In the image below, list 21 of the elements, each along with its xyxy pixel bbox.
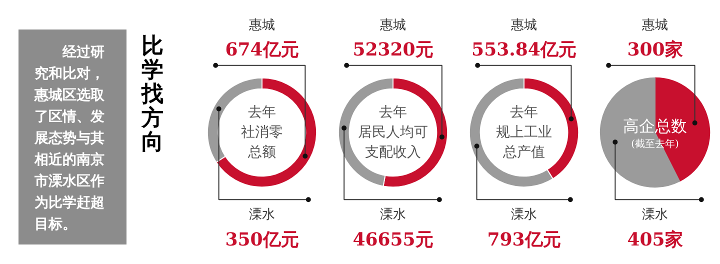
data-label: 46655元 bbox=[352, 229, 434, 250]
data-label: 300家 bbox=[627, 40, 683, 60]
slice-label: 溧水 bbox=[380, 208, 406, 222]
data-label: 553.84亿元 bbox=[472, 40, 576, 60]
text: 比学找方向 bbox=[140, 34, 164, 155]
data-label: 793亿元 bbox=[487, 229, 561, 250]
data-label: 350亿元 bbox=[225, 229, 299, 250]
slice-label: 惠城 bbox=[248, 18, 275, 33]
slice-label: 溧水 bbox=[249, 208, 275, 222]
text: 去年规上工业总产值 bbox=[496, 104, 552, 160]
slice-label: 惠城 bbox=[641, 18, 668, 33]
slice-label: 溧水 bbox=[642, 208, 668, 222]
slice-label: 溧水 bbox=[511, 208, 537, 222]
text: 去年社消零总额 bbox=[241, 104, 283, 160]
data-label: 405家 bbox=[627, 229, 683, 250]
slice-label: 惠城 bbox=[379, 18, 406, 33]
text: 去年居民人均可支配收入 bbox=[358, 104, 428, 160]
data-label: 52320元 bbox=[352, 40, 434, 60]
data-label: 674亿元 bbox=[225, 40, 299, 60]
slice-label: 惠城 bbox=[510, 18, 537, 33]
text: 经过研究和比对，惠城区选取了区情、发展态势与其相近的南京市溧水区作为比学赶超目标。 bbox=[34, 44, 104, 232]
